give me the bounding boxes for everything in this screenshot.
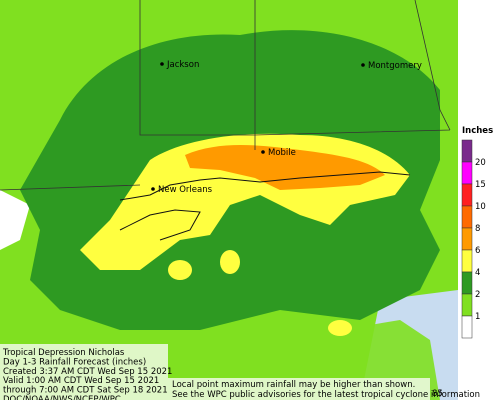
city-label: Montgomery xyxy=(368,61,422,71)
note-line: Local point maximum rainfall may be high… xyxy=(172,380,415,390)
legend-swatch xyxy=(461,205,473,229)
city-label: New Orleans xyxy=(158,185,213,195)
notes: Local point maximum rainfall may be high… xyxy=(168,378,480,400)
note-line: See the WPC public advisories for the la… xyxy=(172,390,480,400)
coastline xyxy=(119,171,411,241)
legend-label: 15 xyxy=(475,180,486,190)
legend-swatch xyxy=(461,293,473,317)
state-borders xyxy=(0,0,451,191)
info-line: Valid 1:00 AM CDT Wed Sep 15 2021 xyxy=(3,376,159,386)
rainfall-map: Jackson Montgomery Mobile New Orleans 85 xyxy=(0,0,458,400)
legend-swatch xyxy=(461,183,473,207)
info-background xyxy=(0,344,168,400)
legend-swatch xyxy=(461,271,473,295)
legend-label: 8 xyxy=(475,224,480,234)
city-marker xyxy=(261,150,265,154)
legend-label: 20 xyxy=(475,158,486,168)
legend-label: 6 xyxy=(475,246,480,256)
notes-background xyxy=(168,378,430,400)
info-line: Created 3:37 AM CDT Wed Sep 15 2021 xyxy=(3,367,172,377)
city-label: Jackson xyxy=(166,60,199,70)
legend-swatch xyxy=(461,161,473,185)
info-line: Day 1-3 Rainfall Forecast (inches) xyxy=(3,357,146,367)
corner-label: 85 xyxy=(432,389,443,399)
yellow-area xyxy=(168,260,192,280)
legend-label: 2 xyxy=(475,290,480,300)
legend-swatch xyxy=(461,249,473,273)
legend-label: 4 xyxy=(475,268,480,278)
yellow-area xyxy=(220,250,240,274)
city-marker xyxy=(160,62,164,66)
city-marker xyxy=(361,63,365,67)
legend-label: 1 xyxy=(475,312,480,322)
dry-area xyxy=(0,190,30,250)
legend-swatch xyxy=(461,315,473,339)
legend-swatch xyxy=(461,227,473,251)
legend: Inches 20 15 10 8 6 4 2 1 xyxy=(461,126,493,339)
legend-swatch xyxy=(461,139,473,163)
city-marker xyxy=(151,187,155,191)
yellow-area xyxy=(328,320,352,336)
legend-label: 10 xyxy=(475,202,486,212)
orange-area xyxy=(185,145,385,190)
info-line: DOC/NOAA/NWS/NCEP/WPC xyxy=(3,395,121,400)
city-label: Mobile xyxy=(268,148,296,158)
info-line: Tropical Depression Nicholas xyxy=(2,348,125,358)
legend-title: Inches xyxy=(462,126,493,136)
info-line: through 7:00 AM CDT Sat Sep 18 2021 xyxy=(3,386,168,396)
